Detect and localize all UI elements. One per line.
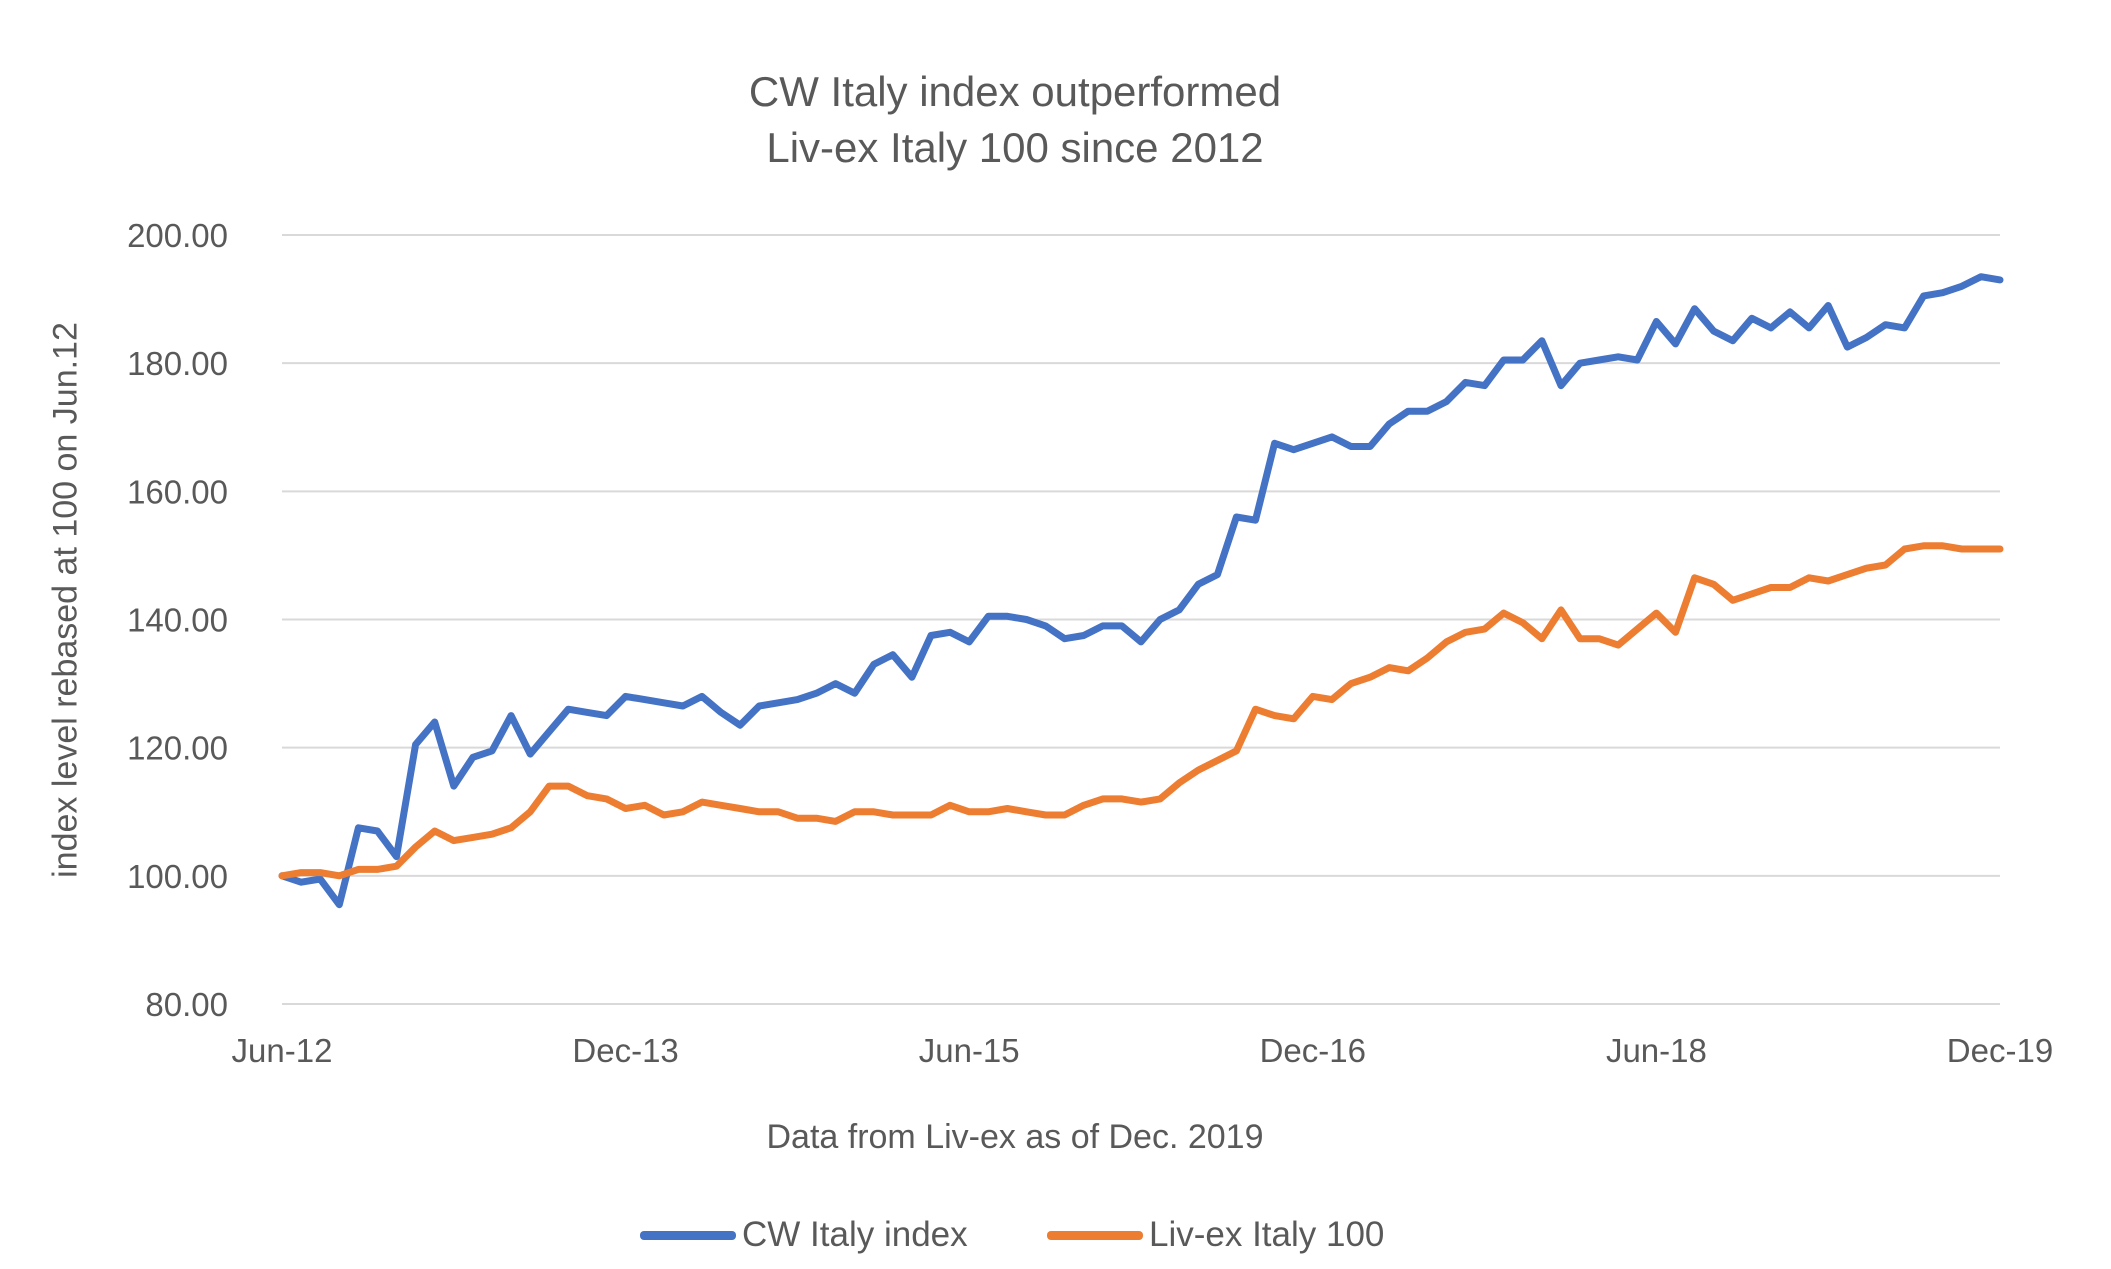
legend-label-livex-italy: Liv-ex Italy 100 bbox=[1149, 1215, 1385, 1254]
x-tick-label: Dec-16 bbox=[1260, 1032, 1366, 1069]
legend-swatch-cw-italy bbox=[640, 1230, 736, 1240]
x-tick-label: Dec-19 bbox=[1947, 1032, 2053, 1069]
y-tick-label: 80.00 bbox=[145, 986, 228, 1023]
y-tick-label: 140.00 bbox=[127, 602, 228, 639]
legend: CW Italy index Liv-ex Italy 100 bbox=[0, 1210, 2111, 1260]
legend-label-cw-italy: CW Italy index bbox=[742, 1215, 968, 1254]
legend-swatch-livex-italy bbox=[1047, 1230, 1143, 1240]
y-tick-label: 180.00 bbox=[127, 345, 228, 382]
y-tick-label: 200.00 bbox=[127, 217, 228, 254]
legend-item-cw-italy: CW Italy index bbox=[640, 1210, 968, 1260]
y-tick-label: 100.00 bbox=[127, 858, 228, 895]
y-tick-label: 120.00 bbox=[127, 730, 228, 767]
x-tick-label: Jun-18 bbox=[1606, 1032, 1707, 1069]
x-tick-label: Jun-12 bbox=[232, 1032, 333, 1069]
x-tick-label: Dec-13 bbox=[572, 1032, 678, 1069]
x-axis-label: Data from Liv-ex as of Dec. 2019 bbox=[766, 1118, 1264, 1156]
x-tick-label: Jun-15 bbox=[919, 1032, 1020, 1069]
y-tick-label: 160.00 bbox=[127, 473, 228, 510]
series-line-cw-italy bbox=[278, 273, 2004, 909]
series-line-livex-italy bbox=[278, 542, 2004, 880]
chart-title-line-2: Liv-ex Italy 100 since 2012 bbox=[766, 124, 1264, 171]
legend-item-livex-italy: Liv-ex Italy 100 bbox=[1047, 1210, 1384, 1260]
chart-title-line-1: CW Italy index outperformed bbox=[748, 68, 1282, 115]
